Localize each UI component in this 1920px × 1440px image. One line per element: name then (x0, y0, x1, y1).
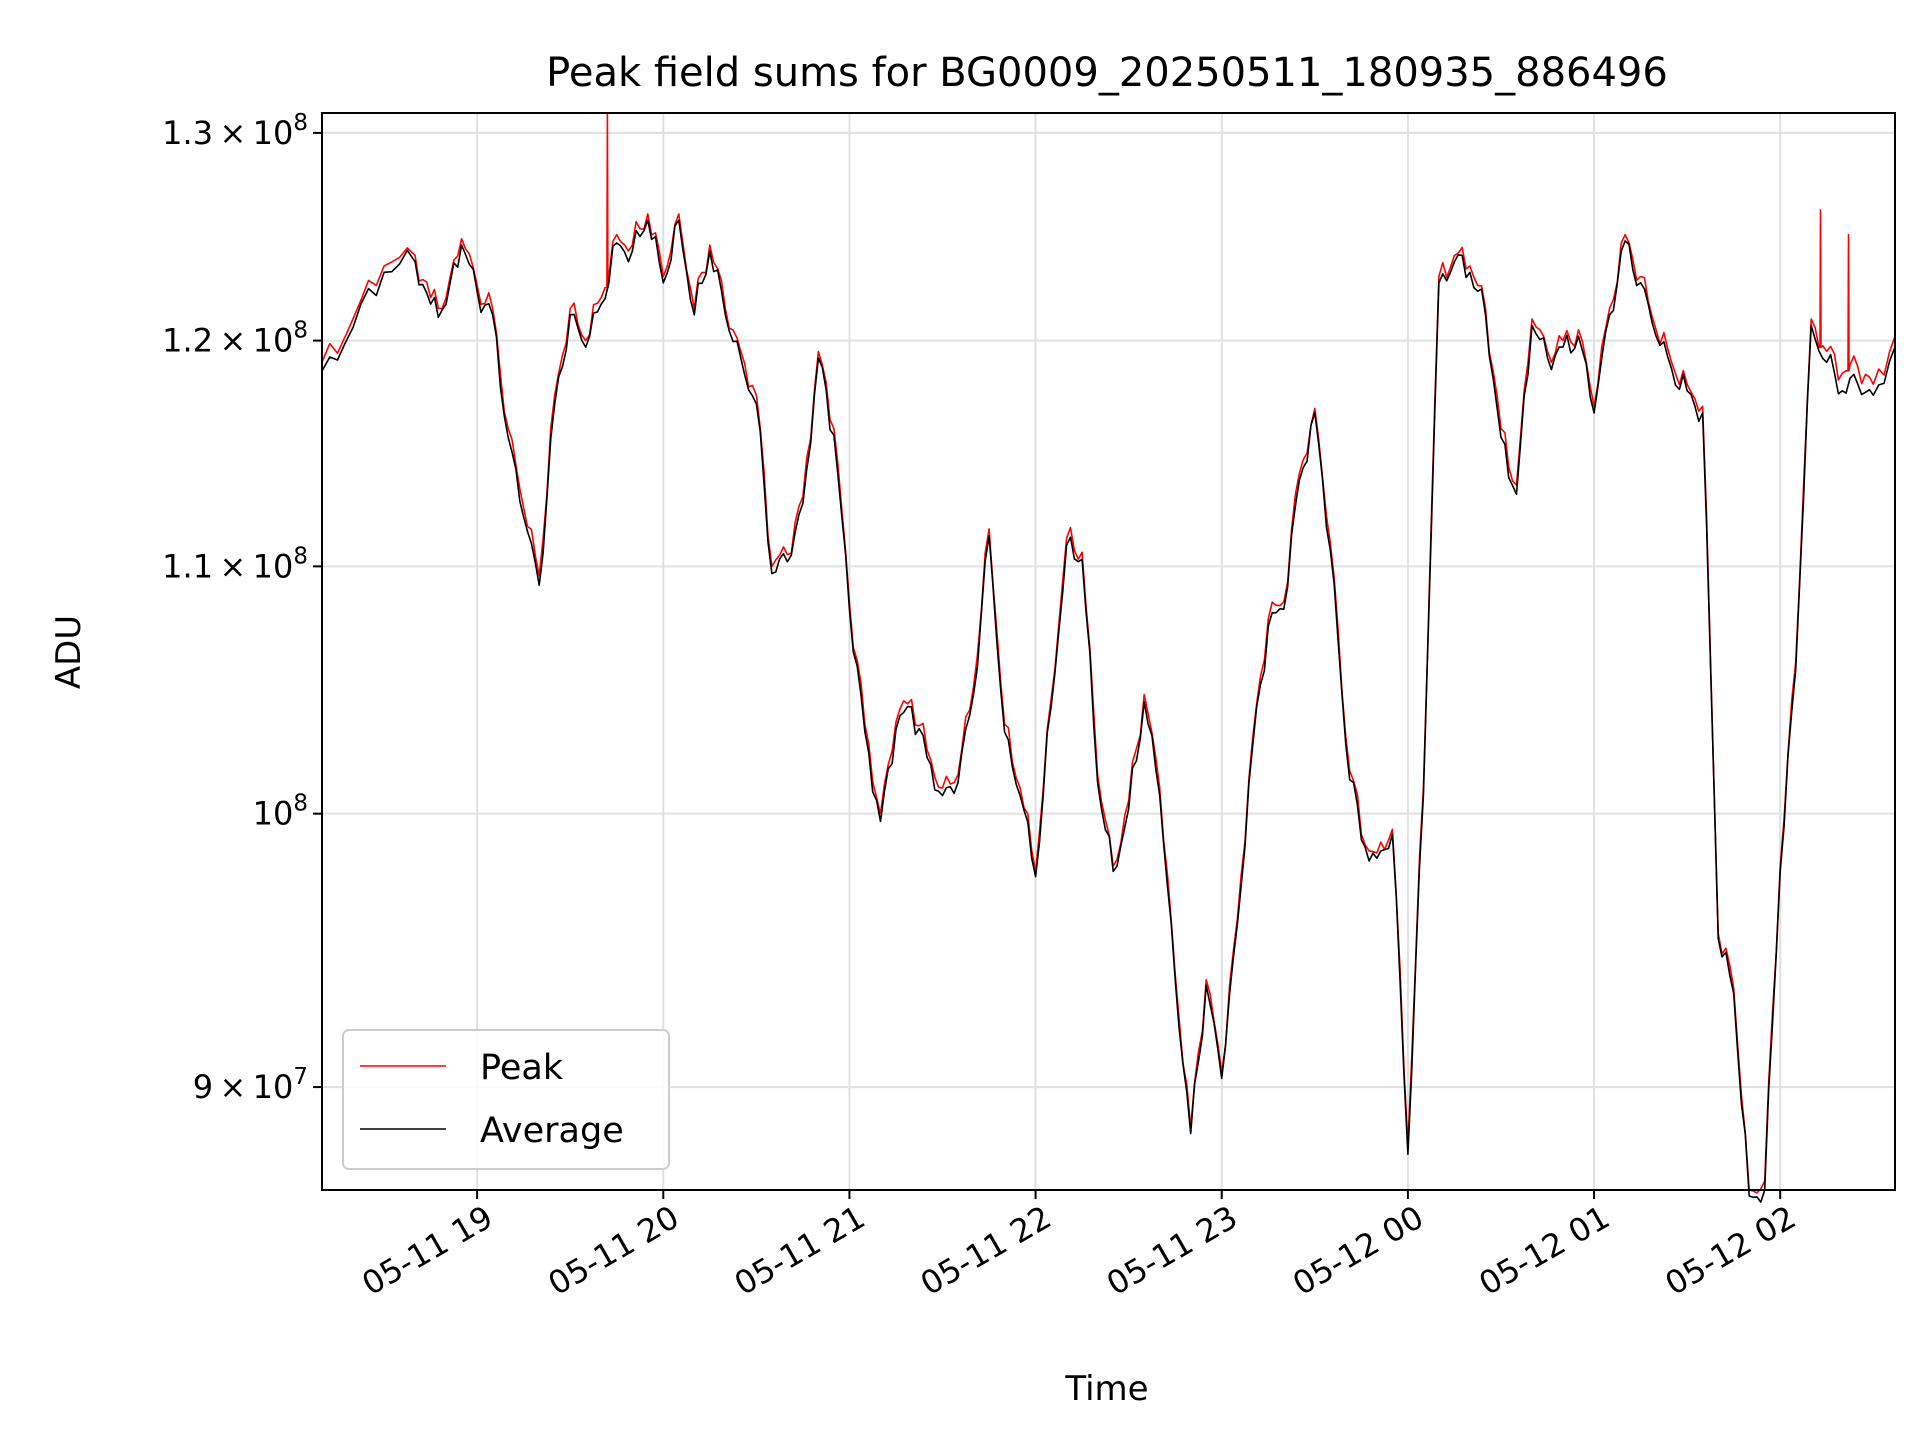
y-axis-label: ADU (49, 615, 89, 689)
y-tick-label: 1.3 × 108 (162, 110, 308, 152)
y-tick-label: 108 (253, 791, 308, 833)
series-line-peak (321, 112, 1896, 1194)
series-line-average (321, 219, 1896, 1203)
plot-frame (321, 112, 1896, 1191)
y-tick-label: 1.1 × 108 (162, 543, 308, 585)
legend-label-peak: Peak (480, 1048, 564, 1088)
plot-series (321, 112, 1896, 1203)
y-tick-label: 9 × 107 (193, 1064, 308, 1106)
chart-title: Peak field sums for BG0009_20250511_1809… (546, 50, 1668, 96)
y-tick-label: 1.2 × 108 (162, 318, 308, 360)
legend-box (342, 1029, 670, 1170)
legend: Peak Average (342, 1029, 670, 1170)
x-axis-label: Time (1064, 1369, 1148, 1409)
legend-label-average: Average (480, 1111, 624, 1151)
y-axis-ticks: 9 × 107 108 1.1 × 108 1.2 × 108 1.3 × 108 (162, 110, 322, 1106)
